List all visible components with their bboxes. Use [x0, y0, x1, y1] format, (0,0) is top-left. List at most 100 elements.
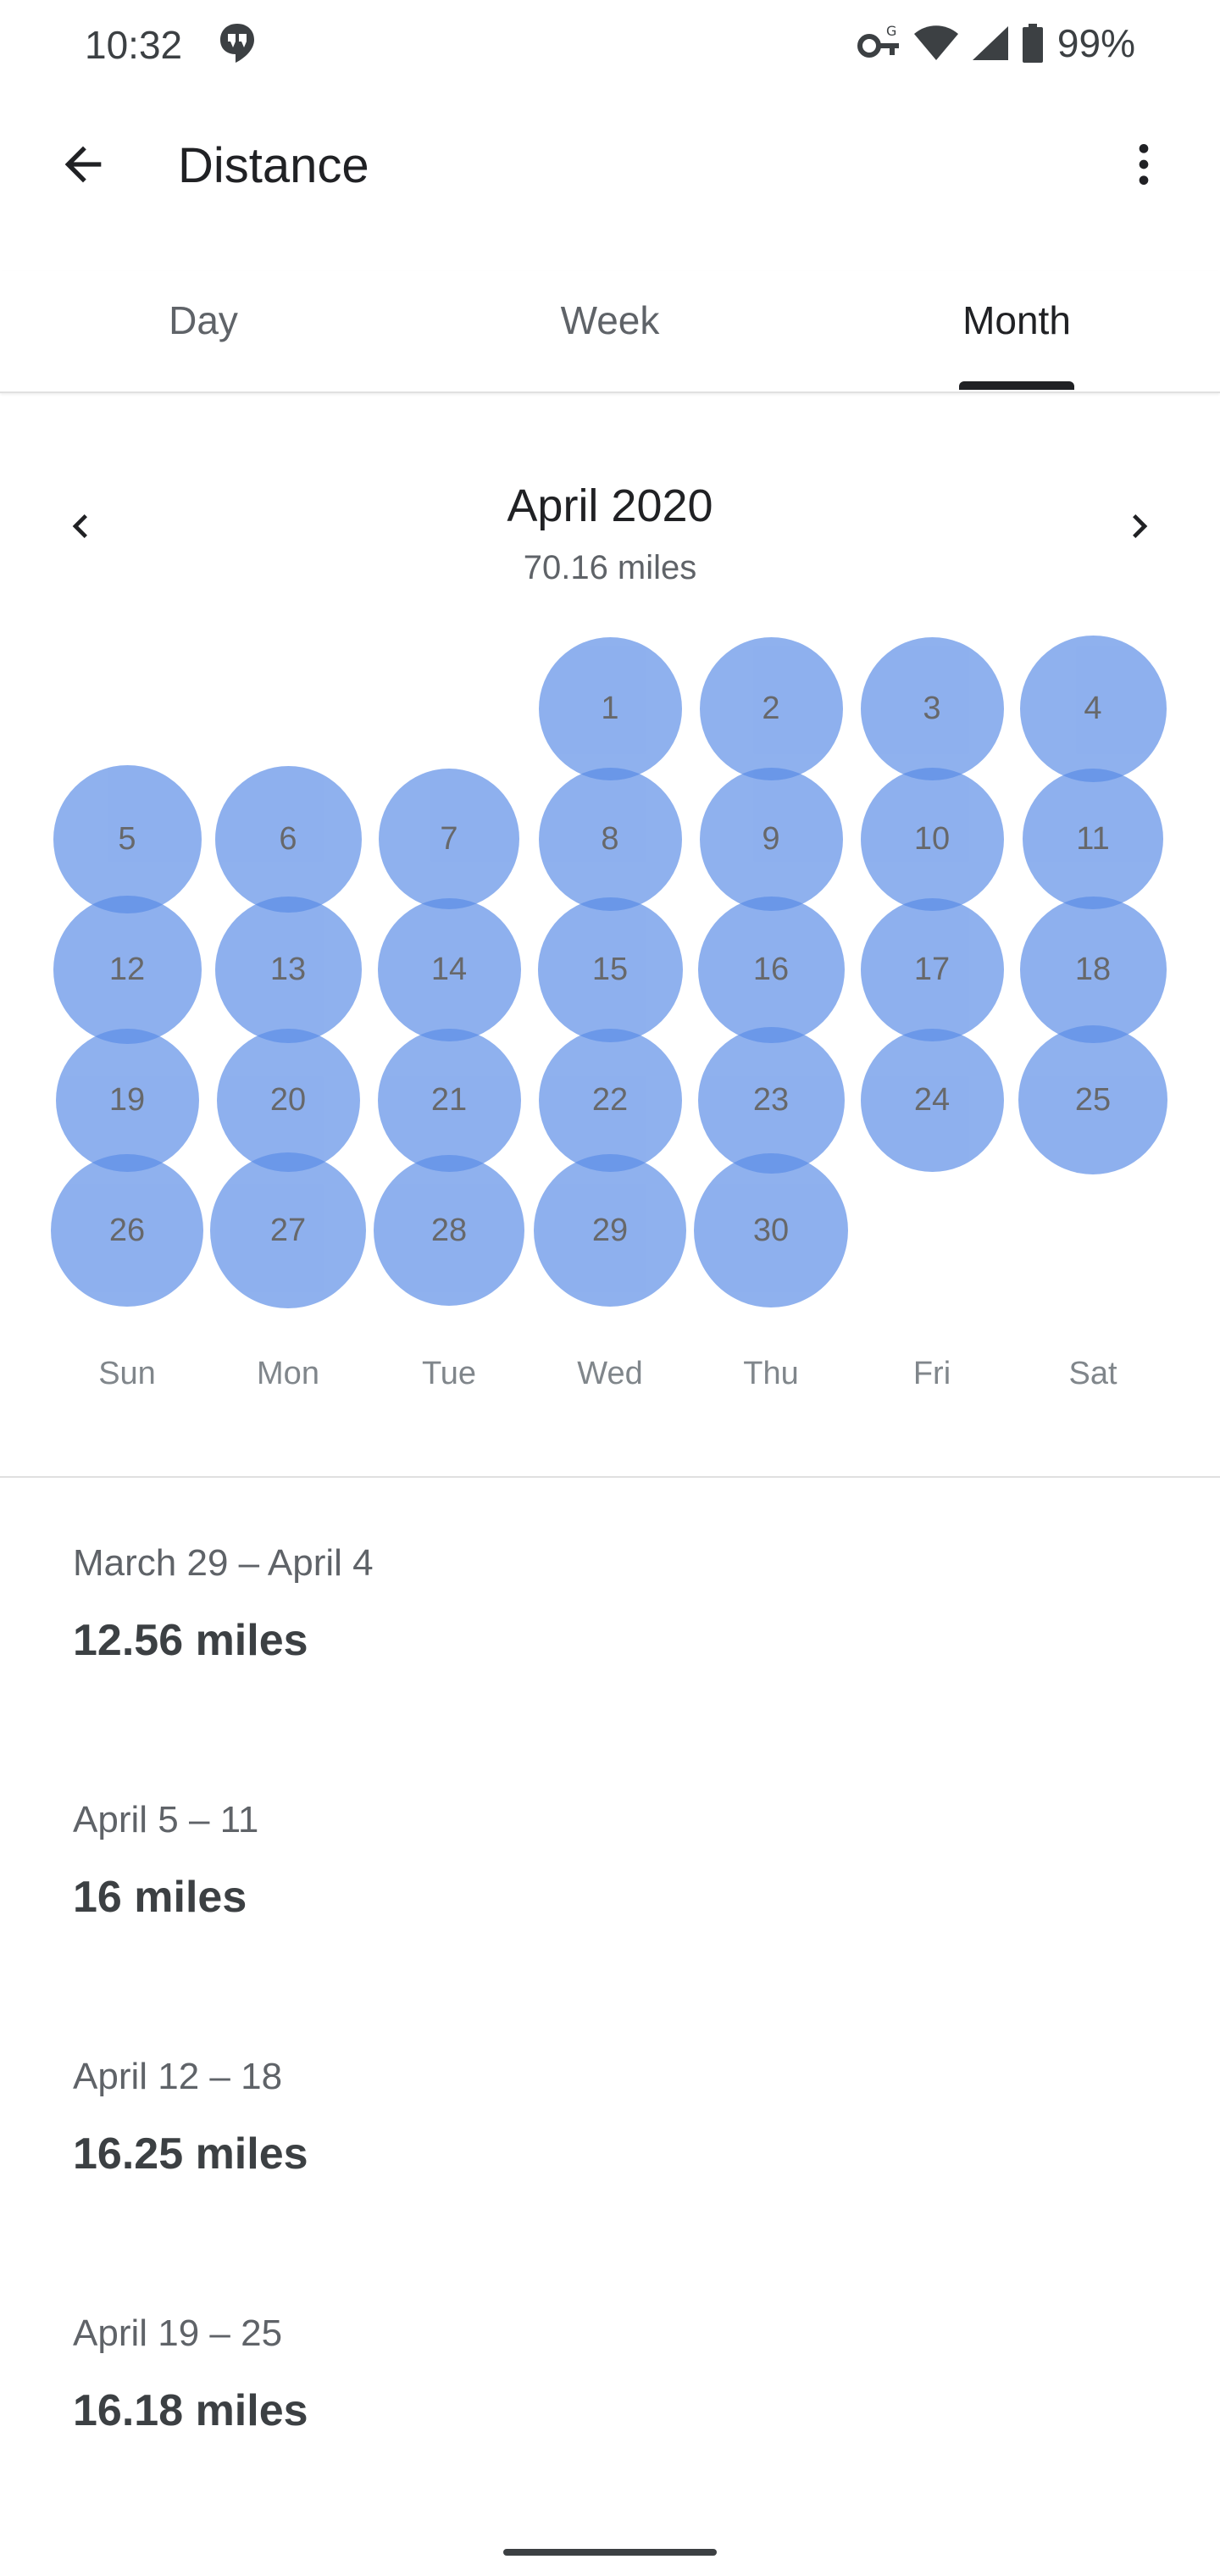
calendar-day-number: 12	[108, 951, 146, 987]
calendar-day-number: 5	[118, 820, 136, 857]
calendar-day[interactable]: 1	[538, 636, 682, 780]
tab-day[interactable]: Day	[0, 271, 407, 390]
tab-bar: Day Week Month	[0, 271, 1220, 393]
cellular-signal-icon	[971, 25, 1010, 62]
week-range: March 29 – April 4	[73, 1542, 374, 1584]
chevron-left-icon	[72, 514, 87, 538]
calendar-day[interactable]: 28	[374, 1155, 524, 1306]
page-title: Distance	[178, 138, 369, 193]
calendar-day[interactable]: 23	[697, 1026, 845, 1174]
calendar-day[interactable]: 25	[1018, 1025, 1167, 1174]
calendar-day[interactable]: 10	[860, 767, 1004, 911]
weekday-label: Thu	[743, 1356, 799, 1391]
calendar-day[interactable]: 14	[377, 897, 521, 1041]
calendar-day[interactable]: 11	[1023, 769, 1163, 909]
calendar-day[interactable]: 6	[214, 765, 362, 913]
week-distance: 16.25 miles	[73, 2129, 308, 2179]
calendar-day[interactable]: 21	[377, 1028, 521, 1172]
weekday-label: Tue	[421, 1356, 477, 1391]
calendar-day[interactable]: 2	[699, 636, 843, 780]
week-range: April 12 – 18	[73, 2056, 283, 2097]
tab-month-label: Month	[962, 298, 1071, 342]
weekday-labels: Sun Mon Tue Wed Thu Fri Sat	[0, 1356, 1220, 1407]
calendar-day[interactable]: 19	[55, 1028, 199, 1172]
week-summary-item[interactable]: April 12 – 18 16.25 miles	[0, 1991, 1220, 2246]
calendar-day-number: 23	[752, 1081, 790, 1118]
calendar-day[interactable]: 4	[1019, 635, 1167, 782]
calendar-day[interactable]: 16	[697, 896, 845, 1043]
next-month-button[interactable]	[1101, 488, 1178, 564]
calendar-day-number: 28	[430, 1212, 468, 1248]
calendar-day-number: 11	[1076, 820, 1110, 857]
calendar-day[interactable]: 27	[210, 1152, 366, 1308]
battery-percentage: 99%	[1056, 21, 1135, 65]
calendar-day-number: 22	[591, 1081, 629, 1118]
calendar-day-number: 4	[1084, 690, 1102, 726]
calendar-day-number: 7	[440, 820, 458, 857]
tab-month[interactable]: Month	[813, 271, 1220, 390]
tab-week-label: Week	[560, 298, 660, 342]
calendar-day-number: 2	[762, 690, 780, 726]
week-summary-item[interactable]: April 19 – 25 16.18 miles	[0, 2248, 1220, 2502]
calendar-day-number: 10	[913, 820, 951, 857]
calendar-day-number: 27	[269, 1212, 307, 1248]
calendar-day[interactable]: 8	[538, 767, 682, 911]
more-options-button[interactable]	[1101, 122, 1186, 207]
svg-text:G: G	[886, 24, 896, 39]
app-bar: Distance	[0, 88, 1220, 244]
vpn-key-icon: G	[857, 24, 901, 63]
calendar-day-number: 16	[752, 951, 790, 987]
calendar-day[interactable]: 30	[694, 1153, 848, 1307]
week-distance: 12.56 miles	[73, 1616, 308, 1665]
arrow-back-icon	[64, 146, 102, 183]
calendar-day-number: 8	[601, 820, 619, 857]
weekday-label: Wed	[577, 1356, 643, 1391]
home-indicator[interactable]	[503, 2549, 717, 2556]
battery-icon	[1022, 24, 1044, 63]
calendar-day[interactable]: 13	[214, 896, 362, 1043]
calendar-day-number: 26	[108, 1212, 146, 1248]
calendar-day[interactable]: 26	[51, 1154, 203, 1307]
more-vert-icon	[1139, 144, 1149, 185]
calendar-day[interactable]: 24	[860, 1028, 1004, 1172]
calendar-day[interactable]: 17	[860, 897, 1004, 1041]
calendar-day-number: 30	[752, 1212, 790, 1248]
calendar-day-number: 29	[591, 1212, 629, 1248]
status-icons: G 99%	[857, 21, 1135, 65]
calendar-day[interactable]: 15	[537, 897, 683, 1042]
weekday-label: Fri	[912, 1356, 951, 1391]
status-bar: 10:32 G	[0, 0, 1220, 88]
calendar-day[interactable]: 9	[699, 767, 843, 911]
back-button[interactable]	[41, 122, 125, 207]
week-distance: 16.18 miles	[73, 2386, 308, 2435]
calendar-day[interactable]: 18	[1019, 896, 1167, 1043]
chevron-right-icon	[1133, 514, 1148, 538]
calendar-day-number: 9	[762, 820, 780, 857]
calendar-day[interactable]: 29	[534, 1154, 686, 1307]
month-title: April 2020	[507, 480, 713, 531]
calendar-day[interactable]: 7	[379, 769, 519, 909]
calendar-day-number: 14	[430, 951, 468, 987]
status-time: 10:32	[85, 23, 183, 67]
calendar-day-number: 24	[913, 1081, 951, 1118]
calendar-day[interactable]: 5	[53, 764, 202, 913]
calendar-day[interactable]: 3	[860, 636, 1004, 780]
calendar-day-number: 15	[591, 951, 629, 987]
week-summary-item[interactable]: March 29 – April 4 12.56 miles	[0, 1478, 1220, 1732]
month-calendar: 1 2 3 4 5 6 7 8 9 10 11 12 13 14 15 16 17 18 19 20 21 22 23 24 2…	[0, 610, 1220, 1322]
tab-week[interactable]: Week	[407, 271, 813, 390]
calendar-day[interactable]: 20	[216, 1028, 360, 1172]
calendar-day-number: 21	[430, 1081, 468, 1118]
tab-day-label: Day	[169, 298, 238, 342]
week-range: April 5 – 11	[73, 1799, 259, 1840]
calendar-day-number: 19	[108, 1081, 146, 1118]
calendar-day-number: 17	[913, 951, 951, 987]
calendar-day-number: 20	[269, 1081, 307, 1118]
calendar-day[interactable]: 12	[53, 895, 202, 1044]
hangouts-icon	[219, 22, 256, 64]
previous-month-button[interactable]	[42, 488, 119, 564]
calendar-day-number: 25	[1074, 1081, 1112, 1118]
week-summary-item[interactable]: April 5 – 11 16 miles	[0, 1735, 1220, 1989]
weekday-label: Sat	[1068, 1356, 1117, 1391]
calendar-day[interactable]: 22	[538, 1028, 682, 1172]
